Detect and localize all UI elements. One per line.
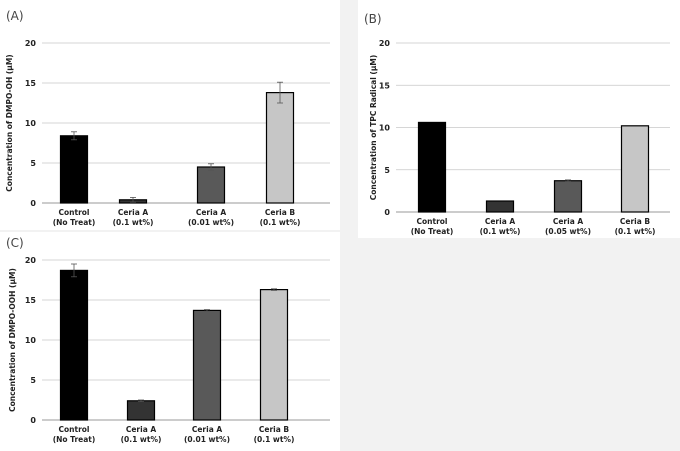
panel-b-bar — [620, 125, 650, 213]
panel-b-category-label: Ceria A — [553, 217, 584, 226]
panel-c-y-tick-label: 0 — [30, 416, 36, 425]
panel-b-category-label: Control — [416, 217, 447, 226]
panel-c-category-label: Ceria A — [192, 425, 223, 434]
panel-a-letter: (A) — [6, 9, 24, 23]
panel-b-category-label: (0.1 wt%) — [480, 227, 521, 236]
panel-a-category-label: (0.1 wt%) — [260, 218, 301, 227]
panel-c-category-label: (0.01 wt%) — [184, 435, 230, 444]
panel-a-y-tick-label: 20 — [25, 39, 37, 48]
panel-c-y-tick-label: 15 — [25, 296, 37, 305]
panel-c-letter: (C) — [6, 236, 24, 250]
panel-b-y-tick-label: 10 — [379, 124, 391, 133]
panel-c-y-tick-label: 20 — [25, 256, 37, 265]
panel-a-y-tick-label: 5 — [30, 159, 36, 168]
panel-a-category-label: (0.1 wt%) — [113, 218, 154, 227]
panel-c-category-label: Control — [58, 425, 89, 434]
panel-a-plot: 0 5 10 15 20 Concentration of DMPO-OH (μM) Con… — [5, 39, 330, 227]
panel-a-bar — [265, 91, 295, 204]
panel-a-category-label: Ceria A — [118, 208, 149, 217]
panel-c-category-label: Ceria A — [126, 425, 157, 434]
panel-c-category-label: Ceria B — [259, 425, 290, 434]
panel-a-y-axis-label: Concentration of DMPO-OH (μM) — [5, 54, 14, 191]
panel-b-bar — [553, 180, 583, 213]
panel-b-bar — [417, 121, 447, 213]
panel-b-y-tick-label: 15 — [379, 81, 391, 90]
panel-c-background — [0, 232, 340, 451]
panel-a-y-tick-label: 0 — [30, 199, 36, 208]
panel-c-category-label: (No Treat) — [53, 435, 96, 444]
panel-b-y-axis-label: Concentration of TPC Radical (μM) — [369, 55, 378, 201]
panel-a-y-tick-label: 10 — [25, 119, 37, 128]
panel-b-category-label: (0.05 wt%) — [545, 227, 591, 236]
panel-c-bar — [192, 309, 222, 421]
panel-b-y-tick-label: 0 — [384, 208, 390, 217]
panel-c-bar — [259, 289, 289, 421]
panel-b-y-tick-label: 20 — [379, 39, 391, 48]
panel-b-category-label: Ceria B — [620, 217, 651, 226]
panel-b-category-label: (No Treat) — [411, 227, 454, 236]
panel-c-y-tick-label: 10 — [25, 336, 37, 345]
panel-c-bar — [126, 400, 156, 421]
panel-a-category-label: Ceria B — [265, 208, 296, 217]
panel-b-bar — [485, 200, 515, 213]
panel-c-plot: 0 5 10 15 20 Concentration of DMPO-OOH (μM) Co… — [8, 256, 330, 444]
panel-b-category-label: Ceria A — [485, 217, 516, 226]
panel-a-bar — [59, 135, 89, 204]
panel-b-y-tick-label: 5 — [384, 166, 390, 175]
panel-a-bar — [196, 166, 226, 204]
panel-a-category-label: (No Treat) — [53, 218, 96, 227]
panel-c-category-label: (0.1 wt%) — [121, 435, 162, 444]
panel-a-category-label: Ceria A — [196, 208, 227, 217]
panel-a-category-label: Control — [58, 208, 89, 217]
panel-c: (C) 0 5 10 15 20 Concentration of DMPO-OOH (μ… — [0, 232, 340, 451]
panel-a-category-label: (0.01 wt%) — [188, 218, 234, 227]
panel-a-y-tick-label: 15 — [25, 79, 37, 88]
panel-c-bar — [59, 269, 89, 421]
panel-a: (A) 0 5 10 15 20 Concentration of DMPO-OH (μM… — [0, 0, 340, 230]
panel-c-y-axis-label: Concentration of DMPO-OOH (μM) — [8, 268, 17, 412]
panel-b-category-label: (0.1 wt%) — [615, 227, 656, 236]
panel-c-y-tick-label: 5 — [30, 376, 36, 385]
panel-b-letter: (B) — [364, 12, 382, 26]
panel-c-category-label: (0.1 wt%) — [254, 435, 295, 444]
